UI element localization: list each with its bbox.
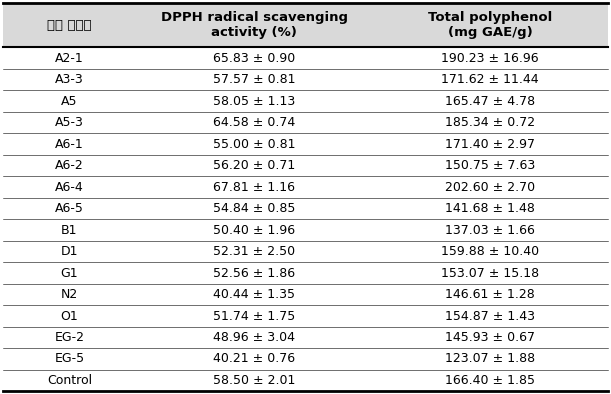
Text: DPPH radical scavenging
activity (%): DPPH radical scavenging activity (%) — [161, 11, 348, 39]
Text: A6-5: A6-5 — [55, 202, 84, 215]
Text: EG-2: EG-2 — [54, 331, 84, 344]
Text: EG-5: EG-5 — [54, 353, 84, 366]
Text: 159.88 ± 10.40: 159.88 ± 10.40 — [441, 245, 540, 258]
Text: 58.50 ± 2.01: 58.50 ± 2.01 — [213, 374, 295, 387]
Text: Control: Control — [47, 374, 92, 387]
Text: 58.05 ± 1.13: 58.05 ± 1.13 — [213, 95, 295, 108]
Text: 발효 미생물: 발효 미생물 — [47, 19, 92, 32]
Text: 40.44 ± 1.35: 40.44 ± 1.35 — [213, 288, 295, 301]
Text: 150.75 ± 7.63: 150.75 ± 7.63 — [445, 159, 535, 172]
Text: 48.96 ± 3.04: 48.96 ± 3.04 — [213, 331, 295, 344]
Text: 52.56 ± 1.86: 52.56 ± 1.86 — [213, 267, 295, 280]
Text: 171.40 ± 2.97: 171.40 ± 2.97 — [445, 138, 535, 151]
Text: 166.40 ± 1.85: 166.40 ± 1.85 — [445, 374, 535, 387]
Text: 145.93 ± 0.67: 145.93 ± 0.67 — [445, 331, 535, 344]
Text: A3-3: A3-3 — [55, 73, 84, 86]
Text: A6-4: A6-4 — [55, 180, 84, 193]
Text: A6-2: A6-2 — [55, 159, 84, 172]
Text: 57.57 ± 0.81: 57.57 ± 0.81 — [213, 73, 295, 86]
Text: 202.60 ± 2.70: 202.60 ± 2.70 — [445, 180, 535, 193]
Text: D1: D1 — [60, 245, 78, 258]
Bar — [3, 3, 608, 47]
Text: 165.47 ± 4.78: 165.47 ± 4.78 — [445, 95, 535, 108]
Text: A2-1: A2-1 — [55, 52, 84, 65]
Text: B1: B1 — [61, 223, 78, 236]
Text: 52.31 ± 2.50: 52.31 ± 2.50 — [213, 245, 295, 258]
Text: 50.40 ± 1.96: 50.40 ± 1.96 — [213, 223, 295, 236]
Text: 154.87 ± 1.43: 154.87 ± 1.43 — [445, 310, 535, 323]
Text: 54.84 ± 0.85: 54.84 ± 0.85 — [213, 202, 295, 215]
Text: A5-3: A5-3 — [55, 116, 84, 129]
Text: A5: A5 — [61, 95, 78, 108]
Text: 123.07 ± 1.88: 123.07 ± 1.88 — [445, 353, 535, 366]
Text: O1: O1 — [60, 310, 78, 323]
Text: 146.61 ± 1.28: 146.61 ± 1.28 — [445, 288, 535, 301]
Text: 67.81 ± 1.16: 67.81 ± 1.16 — [213, 180, 295, 193]
Text: G1: G1 — [60, 267, 78, 280]
Text: A6-1: A6-1 — [55, 138, 84, 151]
Text: 141.68 ± 1.48: 141.68 ± 1.48 — [445, 202, 535, 215]
Text: 55.00 ± 0.81: 55.00 ± 0.81 — [213, 138, 295, 151]
Text: 64.58 ± 0.74: 64.58 ± 0.74 — [213, 116, 295, 129]
Text: 171.62 ± 11.44: 171.62 ± 11.44 — [441, 73, 539, 86]
Text: N2: N2 — [60, 288, 78, 301]
Text: 137.03 ± 1.66: 137.03 ± 1.66 — [445, 223, 535, 236]
Text: Total polyphenol
(mg GAE/g): Total polyphenol (mg GAE/g) — [428, 11, 552, 39]
Text: 185.34 ± 0.72: 185.34 ± 0.72 — [445, 116, 535, 129]
Text: 51.74 ± 1.75: 51.74 ± 1.75 — [213, 310, 295, 323]
Text: 65.83 ± 0.90: 65.83 ± 0.90 — [213, 52, 295, 65]
Text: 190.23 ± 16.96: 190.23 ± 16.96 — [441, 52, 539, 65]
Text: 40.21 ± 0.76: 40.21 ± 0.76 — [213, 353, 295, 366]
Text: 153.07 ± 15.18: 153.07 ± 15.18 — [441, 267, 540, 280]
Text: 56.20 ± 0.71: 56.20 ± 0.71 — [213, 159, 295, 172]
